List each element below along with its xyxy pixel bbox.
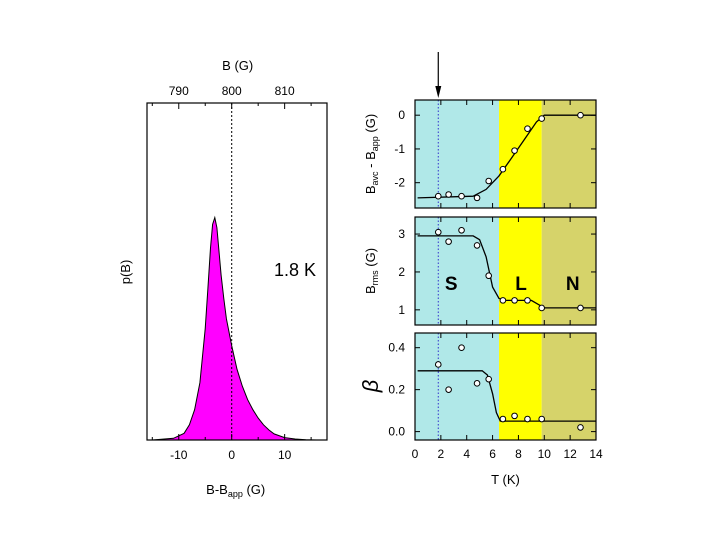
region-label-superconducting: S	[445, 274, 458, 295]
region-superconducting	[415, 100, 500, 208]
data-point	[577, 424, 584, 431]
region-liquid	[499, 333, 542, 440]
x-tick-label: -10	[170, 448, 188, 462]
distribution-ticks: -10 0 10 790 800 810	[151, 84, 312, 462]
top-tick-label: 800	[222, 84, 242, 98]
data-point	[473, 380, 481, 387]
xlabel-unit: (G)	[243, 482, 265, 497]
ylabel-sub1: avc	[370, 171, 380, 186]
x-tick-label: 0	[228, 448, 235, 462]
xlabel-sub: app	[228, 489, 243, 499]
data-point	[511, 412, 518, 420]
fit-curve	[417, 235, 596, 309]
top-tick-label: 790	[169, 84, 189, 98]
x-tick-label: 14	[589, 447, 603, 461]
x-tick-label: 10	[278, 448, 292, 462]
region-label-liquid: L	[515, 274, 527, 295]
region-label-normal: N	[566, 274, 580, 295]
x-tick-label: 6	[489, 447, 496, 461]
y-tick-label: -2	[394, 176, 405, 190]
data-point	[445, 386, 452, 393]
top-tick-label: 810	[275, 84, 295, 98]
ylabel-unit: (G)	[363, 248, 378, 270]
distribution-ylabel: p(B)	[118, 260, 133, 285]
y-tick-label: 2	[398, 265, 405, 279]
distribution-xlabel: B-Bapp (G)	[206, 482, 265, 499]
data-point	[434, 361, 442, 368]
data-point	[458, 192, 465, 200]
arrow-head	[435, 86, 442, 98]
ylabel-sub: rms	[370, 270, 380, 285]
y-tick-label: -1	[394, 142, 405, 156]
data-point	[458, 226, 465, 234]
temperature-annotation: 1.8 K	[274, 260, 316, 280]
data-point	[538, 304, 546, 312]
data-point	[485, 177, 492, 185]
data-point	[473, 194, 481, 202]
region-liquid	[499, 100, 542, 208]
data-point	[499, 415, 507, 423]
panel-bottom: 0.4 0.2 0.0 0 2 4 6 8 10 12 14	[388, 332, 603, 461]
y-tick-label: 0.2	[388, 383, 405, 397]
panel-middle: 3 2 1	[398, 216, 597, 326]
region-normal	[541, 100, 596, 208]
bottom-panel-xlabel: T (K)	[491, 472, 520, 487]
y-tick-label: 0.4	[388, 341, 405, 355]
region-superconducting	[415, 217, 500, 325]
data-point	[499, 165, 507, 173]
data-point	[538, 115, 546, 122]
ylabel-main: B	[363, 285, 378, 294]
x-tick-label: 12	[563, 447, 577, 461]
data-point	[485, 272, 492, 280]
distribution-panel: -10 0 10 790 800 810 B (G) p(B) B-Bapp (G) 1.…	[118, 58, 328, 499]
distribution-frame	[146, 102, 328, 441]
panel-top: 0 -1 -2	[394, 99, 597, 209]
panel-frame	[414, 99, 597, 209]
data-point	[538, 415, 546, 423]
ylabel-mid: - B	[363, 151, 378, 171]
data-point	[524, 297, 531, 304]
x-tick-label: 8	[515, 447, 522, 461]
temperature-marker-arrow	[435, 52, 442, 98]
data-point	[445, 238, 452, 245]
data-point	[445, 191, 452, 198]
ylabel-sub2: app	[370, 136, 380, 151]
bottom-panel-ylabel: β	[358, 379, 383, 393]
data-point	[499, 297, 507, 304]
y-tick-label: 1	[398, 303, 405, 317]
x-tick-label: 2	[438, 447, 445, 461]
x-tick-label: 4	[463, 447, 470, 461]
panel-frame	[414, 332, 597, 441]
data-point	[434, 192, 442, 200]
temperature-panels: 0 -1 -2 3 2 1 0.4 0.2 0.0 0 2 4 6 8 10 12 14	[388, 99, 603, 461]
ylabel-main: B	[363, 186, 378, 195]
data-point	[458, 344, 465, 351]
data-point	[473, 242, 481, 249]
middle-panel-ylabel: Brms (G)	[363, 248, 380, 294]
region-normal	[541, 217, 596, 325]
y-tick-label: 0	[398, 108, 405, 122]
y-tick-label: 0.0	[388, 425, 405, 439]
data-point	[577, 111, 584, 119]
region-normal	[541, 333, 596, 440]
data-point	[511, 297, 518, 304]
data-point	[434, 228, 442, 236]
panel-frame	[414, 216, 597, 326]
data-point	[511, 147, 518, 154]
top-axis-label: B (G)	[222, 58, 253, 73]
distribution-area	[152, 215, 317, 441]
region-superconducting	[415, 333, 500, 440]
y-tick-label: 3	[398, 227, 405, 241]
data-point	[485, 375, 492, 383]
top-panel-ylabel: Bavc - Bapp (G)	[363, 114, 380, 194]
data-point	[524, 125, 531, 132]
ylabel-unit: (G)	[363, 114, 378, 136]
x-tick-label: 0	[412, 447, 419, 461]
data-point	[524, 415, 531, 423]
region-liquid	[499, 217, 542, 325]
x-tick-label: 10	[538, 447, 552, 461]
data-point	[577, 304, 584, 312]
xlabel-main: B-B	[206, 482, 228, 497]
